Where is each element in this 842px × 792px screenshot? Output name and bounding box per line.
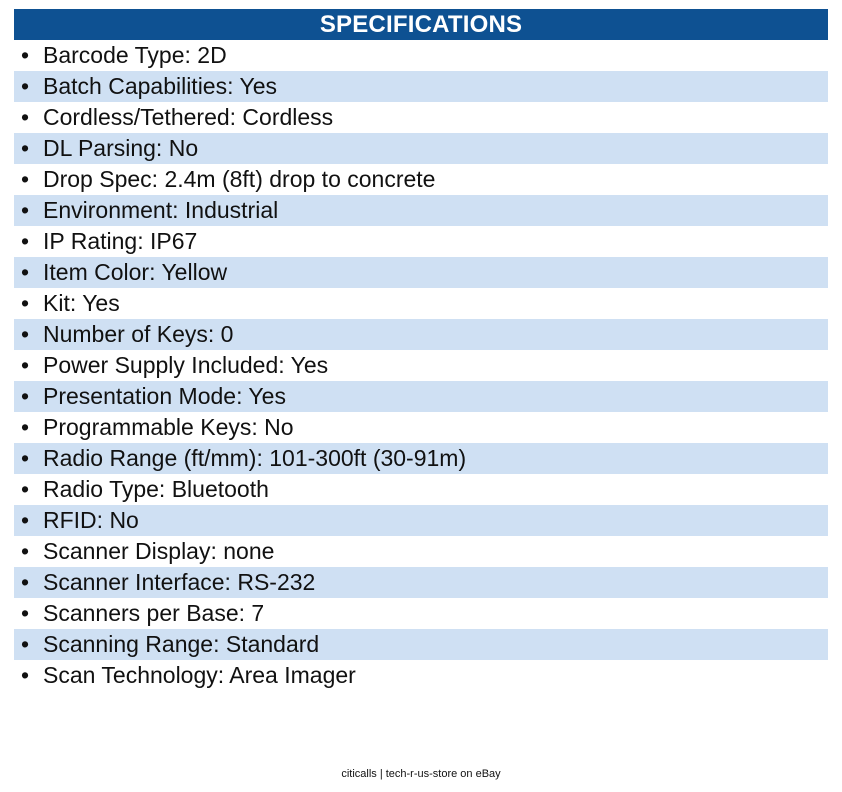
spec-row-dl-parsing: • DL Parsing: No xyxy=(14,133,828,164)
spec-row-programmable-keys: • Programmable Keys: No xyxy=(14,412,828,443)
bullet-icon: • xyxy=(21,507,30,533)
spec-row-presentation-mode: • Presentation Mode: Yes xyxy=(14,381,828,412)
spec-row-environment: • Environment: Industrial xyxy=(14,195,828,226)
bullet-icon: • xyxy=(21,42,30,68)
spec-text: Radio Type: Bluetooth xyxy=(43,476,269,502)
spec-row-rfid: • RFID: No xyxy=(14,505,828,536)
spec-row-item-color: • Item Color: Yellow xyxy=(14,257,828,288)
spec-row-drop-spec: • Drop Spec: 2.4m (8ft) drop to concrete xyxy=(14,164,828,195)
spec-row-batch-capabilities: • Batch Capabilities: Yes xyxy=(14,71,828,102)
bullet-icon: • xyxy=(21,135,30,161)
bullet-icon: • xyxy=(21,290,30,316)
bullet-icon: • xyxy=(21,569,30,595)
spec-text: Power Supply Included: Yes xyxy=(43,352,329,378)
specifications-header: SPECIFICATIONS xyxy=(14,9,828,40)
spec-text: Radio Range (ft/mm): 101-300ft (30-91m) xyxy=(43,445,467,471)
spec-row-scanner-display: • Scanner Display: none xyxy=(14,536,828,567)
bullet-icon: • xyxy=(21,73,30,99)
bullet-icon: • xyxy=(21,321,30,347)
spec-text: Item Color: Yellow xyxy=(43,259,228,285)
spec-text: Cordless/Tethered: Cordless xyxy=(43,104,334,130)
spec-text: Presentation Mode: Yes xyxy=(43,383,286,409)
spec-row-kit: • Kit: Yes xyxy=(14,288,828,319)
spec-text: Drop Spec: 2.4m (8ft) drop to concrete xyxy=(43,166,436,192)
spec-text: Scanner Display: none xyxy=(43,538,275,564)
spec-text: Batch Capabilities: Yes xyxy=(43,73,277,99)
spec-row-scan-technology: • Scan Technology: Area Imager xyxy=(14,660,828,691)
bullet-icon: • xyxy=(21,445,30,471)
bullet-icon: • xyxy=(21,228,30,254)
spec-text: Scanner Interface: RS-232 xyxy=(43,569,316,595)
specifications-panel: SPECIFICATIONS • Barcode Type: 2D • Batch … xyxy=(14,9,828,691)
bullet-icon: • xyxy=(21,259,30,285)
footer-credit: citicalls | tech-r-us-store on eBay xyxy=(341,768,501,780)
bullet-icon: • xyxy=(21,631,30,657)
spec-row-scanners-per-base: • Scanners per Base: 7 xyxy=(14,598,828,629)
bullet-icon: • xyxy=(21,414,30,440)
spec-row-number-of-keys: • Number of Keys: 0 xyxy=(14,319,828,350)
spec-row-radio-type: • Radio Type: Bluetooth xyxy=(14,474,828,505)
spec-row-cordless-tethered: • Cordless/Tethered: Cordless xyxy=(14,102,828,133)
bullet-icon: • xyxy=(21,662,30,688)
spec-text: Scanning Range: Standard xyxy=(43,631,320,657)
spec-row-barcode-type: • Barcode Type: 2D xyxy=(14,40,828,71)
bullet-icon: • xyxy=(21,383,30,409)
spec-text: IP Rating: IP67 xyxy=(43,228,198,254)
spec-row-scanner-interface: • Scanner Interface: RS-232 xyxy=(14,567,828,598)
spec-text: Kit: Yes xyxy=(43,290,120,316)
spec-row-scanning-range: • Scanning Range: Standard xyxy=(14,629,828,660)
spec-row-power-supply: • Power Supply Included: Yes xyxy=(14,350,828,381)
bullet-icon: • xyxy=(21,538,30,564)
bullet-icon: • xyxy=(21,197,30,223)
spec-text: Barcode Type: 2D xyxy=(43,42,227,68)
spec-text: Environment: Industrial xyxy=(43,197,279,223)
spec-row-radio-range: • Radio Range (ft/mm): 101-300ft (30-91m) xyxy=(14,443,828,474)
spec-text: Programmable Keys: No xyxy=(43,414,294,440)
bullet-icon: • xyxy=(21,352,30,378)
spec-row-ip-rating: • IP Rating: IP67 xyxy=(14,226,828,257)
spec-list: • Barcode Type: 2D • Batch Capabilities: Y… xyxy=(14,40,828,691)
bullet-icon: • xyxy=(21,476,30,502)
spec-text: DL Parsing: No xyxy=(43,135,199,161)
spec-text: Scanners per Base: 7 xyxy=(43,600,265,626)
bullet-icon: • xyxy=(21,166,30,192)
spec-text: RFID: No xyxy=(43,507,139,533)
bullet-icon: • xyxy=(21,104,30,130)
spec-text: Scan Technology: Area Imager xyxy=(43,662,356,688)
spec-text: Number of Keys: 0 xyxy=(43,321,234,347)
bullet-icon: • xyxy=(21,600,30,626)
